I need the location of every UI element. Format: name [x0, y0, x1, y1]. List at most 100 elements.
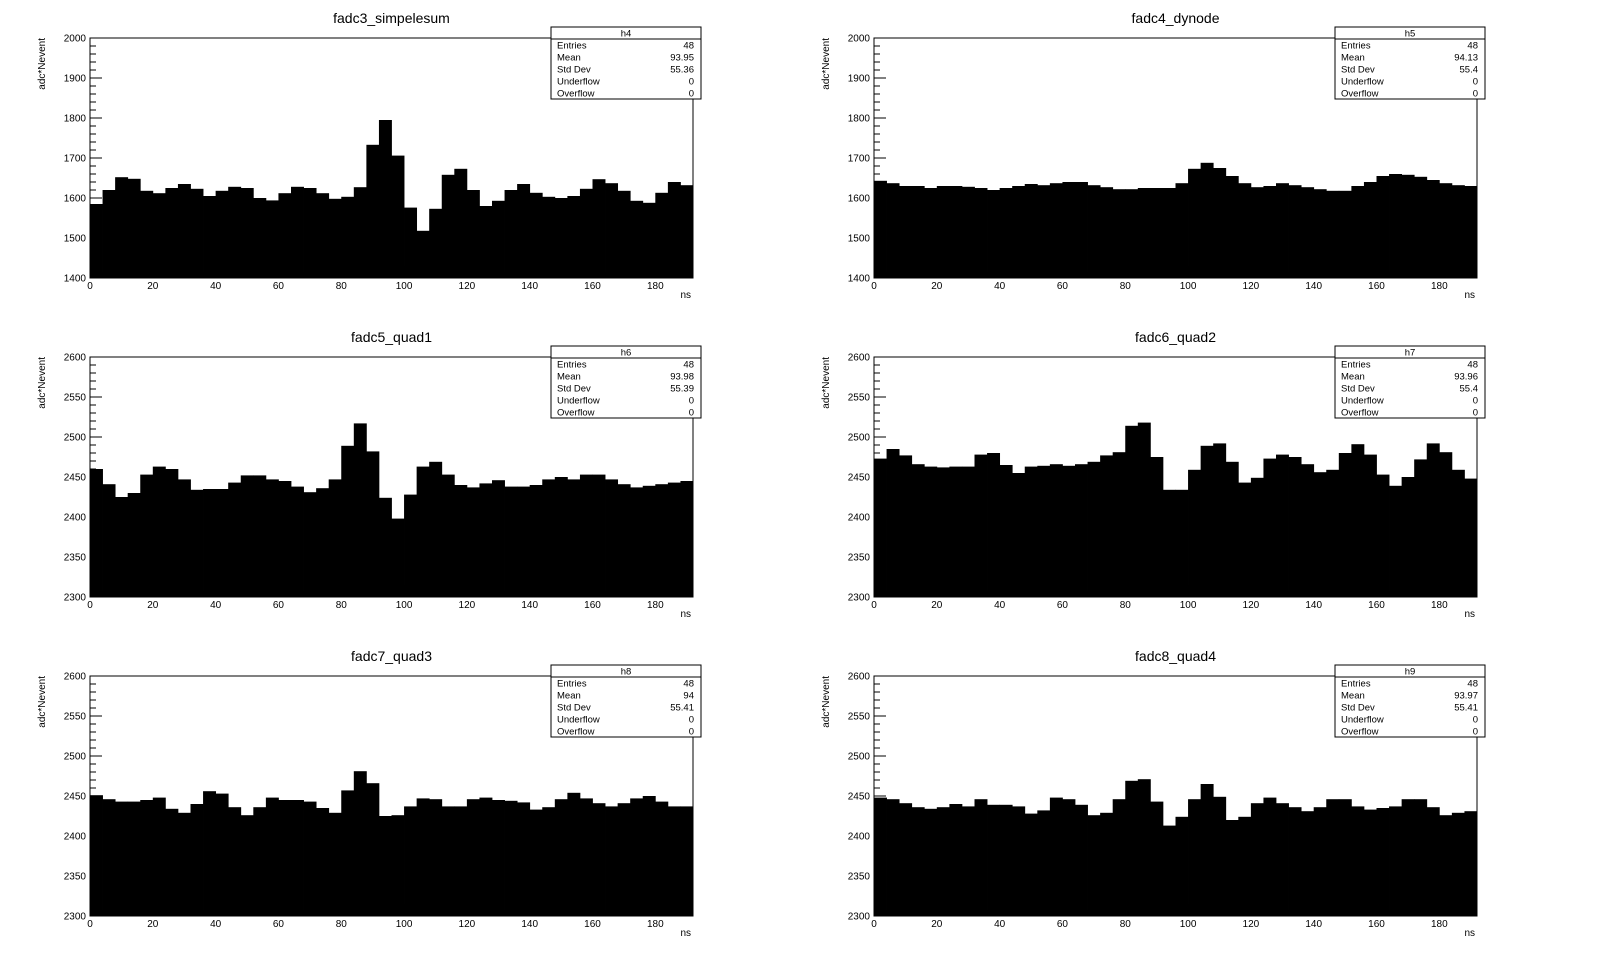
histogram-bin — [642, 485, 656, 597]
histogram-bin — [228, 186, 242, 278]
x-tick-label: 120 — [1243, 600, 1260, 611]
stats-row-label: Underflow — [1341, 396, 1384, 407]
histogram-bin — [127, 493, 141, 597]
y-tick-label: 1400 — [848, 274, 871, 285]
x-tick-label: 100 — [396, 281, 413, 292]
y-axis: 1400 1500 1600 1700 1800 1900 2000 — [848, 34, 886, 285]
histogram-bin — [949, 186, 963, 278]
y-tick-label: 1600 — [848, 194, 871, 205]
stats-row-label: Std Dev — [1341, 384, 1375, 395]
histogram-bin — [874, 458, 887, 597]
y-tick-label: 2350 — [64, 872, 87, 883]
y-tick-label: 2000 — [848, 34, 871, 45]
histogram-bin — [316, 488, 330, 597]
histogram-bin — [1100, 187, 1114, 278]
histogram-bin — [1175, 183, 1189, 278]
y-tick-label: 2500 — [848, 433, 871, 444]
x-axis: 0 20 40 60 80 100 120 140 160 180 — [87, 585, 694, 611]
stats-box: h8 Entries 48 Mean 94 Std Dev 55.41 Underflow 0 O… — [550, 664, 702, 738]
x-tick-label: 180 — [647, 281, 664, 292]
stats-row-label: Entries — [557, 679, 587, 690]
histogram-bin — [416, 466, 430, 597]
histogram-bin — [1075, 182, 1088, 278]
histogram-bin — [353, 423, 367, 597]
histogram-bin — [1464, 811, 1478, 916]
histogram-bin — [1263, 458, 1277, 597]
histogram-bin — [1338, 190, 1352, 278]
histogram-panel: fadc8_quad4 2300 2350 2400 2450 2500 2550 2600 0… — [821, 648, 1486, 939]
y-tick-label: 2600 — [848, 353, 871, 364]
stats-box-name: h5 — [1405, 29, 1416, 40]
histogram-bin — [215, 489, 229, 597]
histogram-bin — [517, 184, 531, 278]
y-tick-label: 2300 — [848, 912, 871, 923]
histogram-bin — [1276, 803, 1289, 916]
histogram-bin — [303, 492, 317, 597]
x-tick-label: 60 — [1057, 600, 1069, 611]
histogram-bin — [1464, 478, 1478, 597]
histogram-bin — [1338, 453, 1352, 597]
histogram-bin — [987, 804, 1001, 916]
histogram-bin — [655, 801, 669, 916]
histogram-bin — [911, 186, 925, 278]
histogram-bin — [1125, 780, 1139, 916]
x-tick-label: 60 — [1057, 919, 1069, 930]
y-axis: 2300 2350 2400 2450 2500 2550 2600 — [64, 353, 102, 604]
histogram-bin — [617, 803, 631, 916]
histogram-bin — [265, 200, 279, 278]
x-axis-title: ns — [680, 609, 691, 620]
stats-row-label: Std Dev — [557, 384, 591, 395]
x-tick-label: 20 — [147, 600, 159, 611]
histogram-bin — [1401, 799, 1415, 916]
histogram-bin — [1313, 807, 1327, 916]
histogram-bin — [190, 188, 204, 278]
histogram-bin — [1037, 185, 1051, 278]
histogram-bin — [899, 803, 913, 916]
histogram-bin — [1037, 810, 1051, 916]
histogram-bin — [1338, 799, 1352, 916]
histogram-bin — [529, 485, 543, 597]
stats-box-name: h6 — [621, 348, 632, 359]
histogram-bin — [1024, 466, 1038, 597]
histogram-bin — [630, 798, 644, 916]
histogram-bin — [378, 497, 392, 597]
y-tick-label: 2500 — [64, 752, 87, 763]
histogram-bin — [1150, 457, 1164, 597]
stats-row-label: Entries — [557, 360, 587, 371]
y-tick-label: 2550 — [848, 712, 871, 723]
y-axis: 2300 2350 2400 2450 2500 2550 2600 — [848, 353, 886, 604]
histogram-panel: fadc5_quad1 2300 2350 2400 2450 2500 2550 2600 0… — [37, 329, 702, 620]
stats-box: h6 Entries 48 Mean 93.98 Std Dev 55.39 Underflo… — [550, 345, 702, 419]
x-axis: 0 20 40 60 80 100 120 140 160 180 — [871, 266, 1478, 292]
histogram-bin — [1313, 472, 1327, 597]
histogram-bin — [617, 190, 631, 278]
stats-row-label: Underflow — [557, 715, 600, 726]
histogram-bin — [492, 800, 505, 916]
x-tick-label: 160 — [1368, 281, 1385, 292]
stats-row-value: 0 — [689, 715, 694, 726]
histogram-bin — [924, 466, 938, 597]
histogram-bin — [911, 464, 925, 597]
histogram-bin — [592, 179, 606, 278]
x-tick-label: 180 — [1431, 281, 1448, 292]
histogram-bin — [554, 477, 568, 597]
histogram-bin — [936, 467, 950, 597]
x-tick-label: 180 — [647, 600, 664, 611]
stats-row-value: 0 — [689, 396, 694, 407]
y-tick-label: 1800 — [64, 114, 87, 125]
stats-row-value: 48 — [1467, 41, 1478, 52]
stats-row-label: Mean — [557, 53, 581, 64]
y-tick-label: 2400 — [64, 513, 87, 524]
histogram-bin — [102, 190, 116, 278]
histogram-bin — [605, 479, 619, 597]
y-tick-label: 2300 — [64, 593, 87, 604]
histogram-bin — [1426, 443, 1440, 597]
x-tick-label: 80 — [1120, 600, 1132, 611]
histogram-bin — [466, 799, 480, 916]
histogram-bin — [999, 465, 1013, 597]
histogram-bin — [1301, 811, 1315, 916]
x-tick-label: 80 — [336, 281, 348, 292]
histogram-bin — [203, 791, 217, 916]
histogram-bin — [567, 479, 581, 597]
histogram-bin — [1087, 461, 1101, 597]
